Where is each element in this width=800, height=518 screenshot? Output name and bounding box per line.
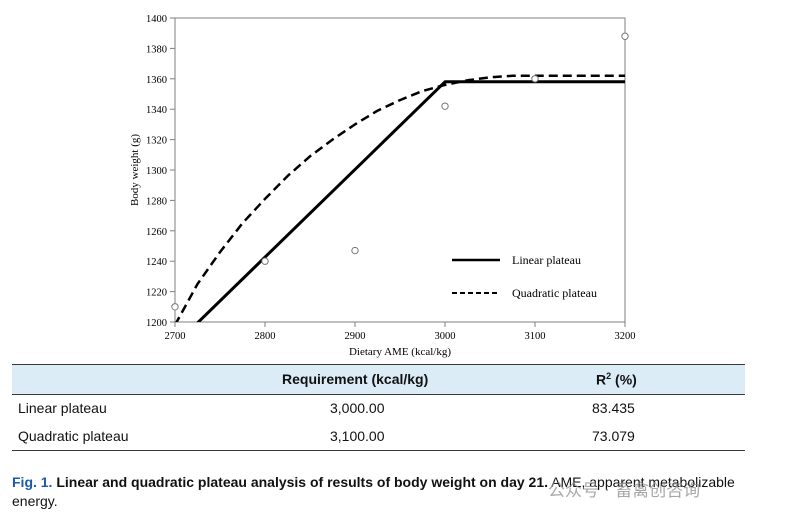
header-r2: R2 (%) [596,371,637,388]
data-point [261,257,269,265]
y-tick-label: 1240 [146,257,167,268]
y-tick-label: 1200 [146,318,167,329]
quadratic-plateau-line [175,74,625,322]
data-point [171,303,179,311]
x-tick-label: 2800 [255,331,276,342]
caption-title: Linear and quadratic plateau analysis of… [52,474,549,490]
y-tick-label: 1340 [146,105,167,116]
x-tick-label: 3100 [525,331,546,342]
y-axis: 1200 1220 1240 1260 1280 1300 1320 1340 1360 1380… [146,14,175,329]
caption-text: AME, apparent metabolizable energy. [12,474,735,509]
y-tick-label: 1260 [146,227,167,238]
x-axis: 2700 2800 2900 3000 3100 3200 [165,322,636,342]
data-point [441,102,449,110]
y-tick-label: 1320 [146,136,167,147]
plot-border [174,17,626,323]
legend-quadratic-label: Quadratic plateau [512,286,597,300]
body-weight-chart: 1200 1220 1240 1260 1280 1300 1320 1340 1360 1380… [129,14,636,358]
x-tick-label: 2900 [345,331,366,342]
y-tick-label: 1300 [146,166,167,177]
y-tick-label: 1360 [146,75,167,86]
y-axis-label: Body weight (g) [129,134,141,206]
data-point [531,75,539,83]
figure-caption: Fig. 1. Linear and quadratic plateau ana… [12,473,782,511]
series-lines [175,74,625,322]
row-label: Linear plateau [18,400,107,416]
header-requirement: Requirement (kcal/kg) [282,371,429,387]
data-point [621,32,629,40]
y-tick-label: 1380 [146,44,167,55]
observed-points [171,32,629,311]
x-tick-label: 3000 [435,331,456,342]
legend-linear-label: Linear plateau [512,253,581,267]
figure-number: Fig. 1. [12,474,53,490]
y-tick-label: 1220 [146,288,167,299]
legend: Linear plateau Quadratic plateau [452,253,597,300]
plot-frame [174,17,626,323]
row-r2: 83.435 [592,400,635,416]
table-row: Quadratic plateau 3,100.00 73.079 [12,422,745,450]
x-axis-label: Dietary AME (kcal/kg) [349,346,451,358]
table-header: Requirement (kcal/kg) R2 (%) [12,364,745,395]
y-tick-label: 1280 [146,196,167,207]
row-requirement: 3,000.00 [330,400,385,416]
table-row: Linear plateau 3,000.00 83.435 [12,394,745,422]
row-requirement: 3,100.00 [330,428,385,444]
row-r2: 73.079 [592,428,635,444]
table-bottom-rule [12,450,745,451]
data-point [351,246,359,255]
linear-plateau-line [196,80,625,322]
row-label: Quadratic plateau [18,428,129,444]
x-tick-label: 2700 [165,331,186,342]
watermark: 公众号 · 畜禽创咨询 [548,481,701,501]
x-tick-label: 3200 [615,331,636,342]
table-divider [12,394,745,395]
y-tick-label: 1400 [146,14,167,25]
